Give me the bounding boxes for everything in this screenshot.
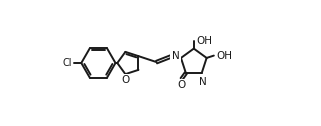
Text: O: O: [122, 75, 130, 85]
Text: N: N: [199, 77, 206, 87]
Text: Cl: Cl: [62, 58, 72, 68]
Text: OH: OH: [196, 36, 212, 46]
Text: O: O: [177, 80, 186, 90]
Text: OH: OH: [216, 51, 232, 61]
Text: N: N: [172, 51, 179, 61]
